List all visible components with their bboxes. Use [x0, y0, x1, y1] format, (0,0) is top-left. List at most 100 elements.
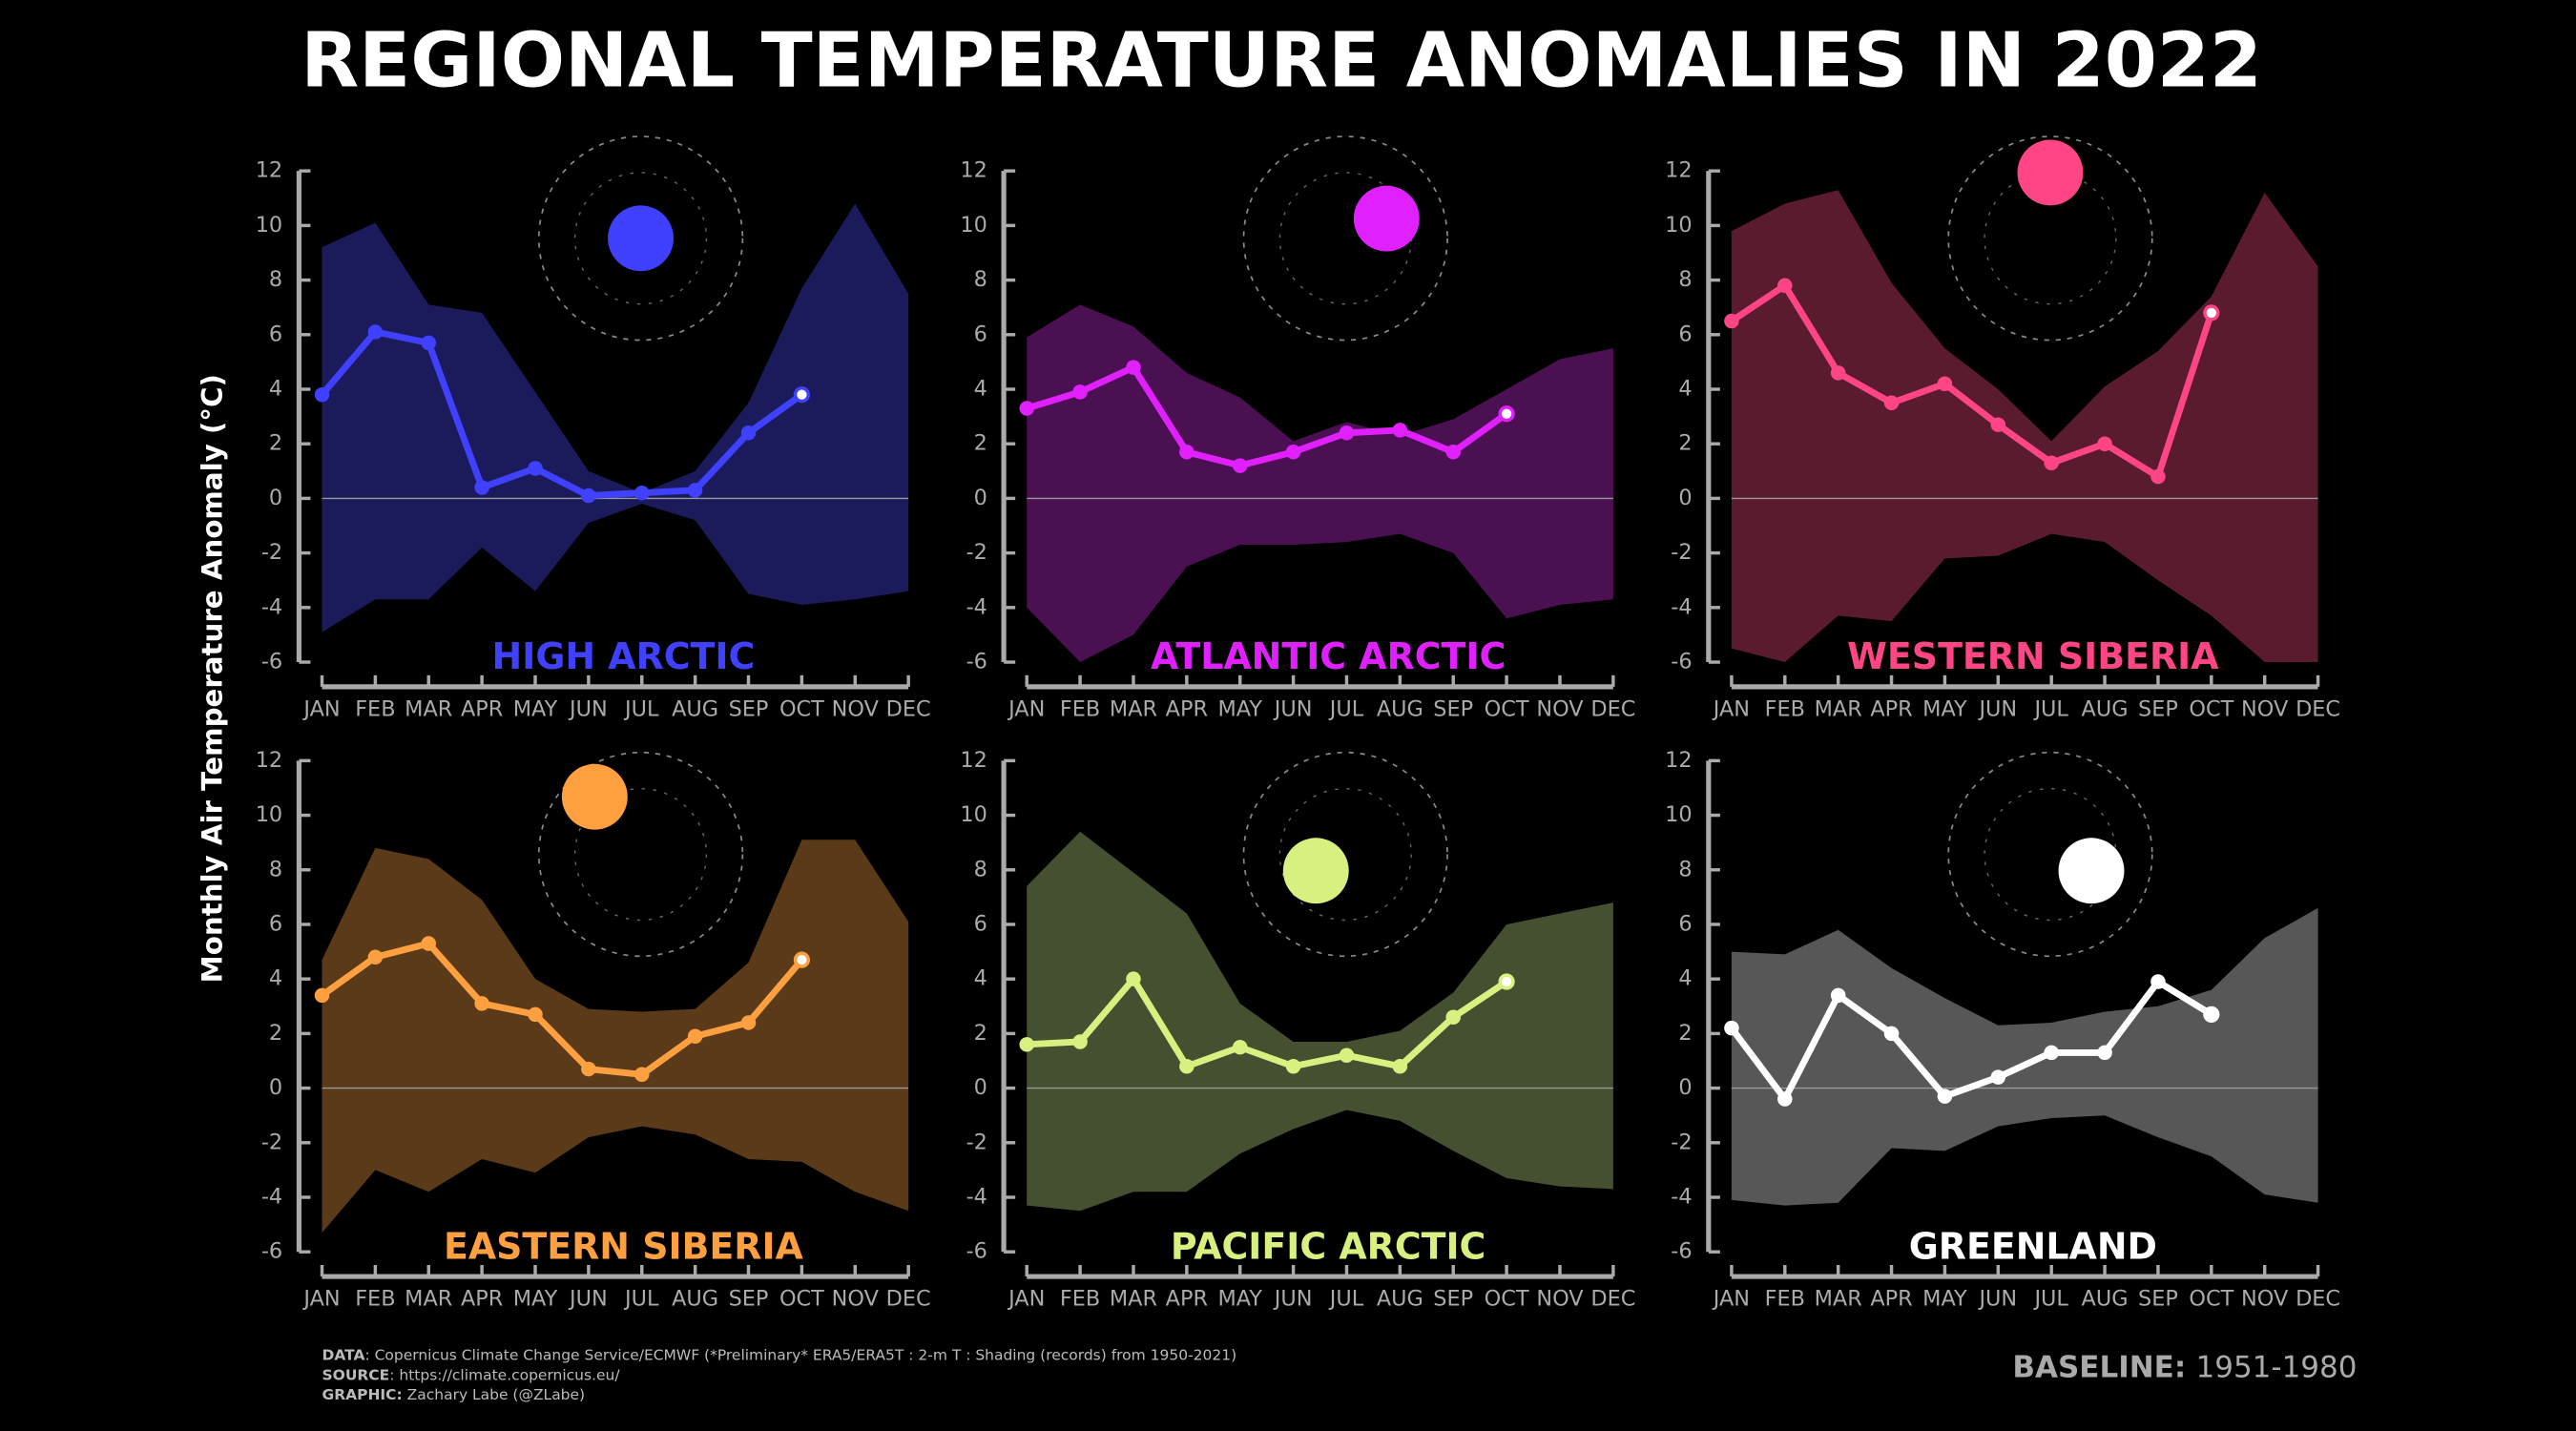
point [1777, 278, 1793, 294]
panel-title: GREENLAND [1909, 1225, 2157, 1267]
x-tick-label: SEP [2138, 1287, 2178, 1312]
x-tick-label: FEB [355, 1287, 395, 1312]
y-tick-label: 10 [256, 213, 282, 238]
record-range [1731, 190, 2318, 663]
y-tick-label: 12 [1665, 748, 1692, 773]
y-tick-label: 0 [269, 1075, 282, 1100]
y-tick-label: 4 [269, 966, 282, 991]
baseline-note: BASELINE: 1951-1980 [2012, 1350, 2357, 1384]
x-tick-label: NOV [2241, 1287, 2289, 1312]
point [474, 480, 489, 495]
y-tick-label: -2 [261, 540, 282, 565]
x-tick-label: FEB [355, 696, 395, 721]
point [793, 951, 811, 968]
x-tick-label: MAR [1110, 696, 1157, 721]
point [1392, 1058, 1408, 1074]
y-tick-label: -2 [1671, 1130, 1692, 1154]
inset-region [2058, 838, 2125, 904]
record-range [1027, 304, 1613, 663]
x-tick-label: SEP [1433, 1287, 1473, 1312]
x-tick-label: MAR [1110, 1287, 1157, 1312]
y-tick-label: 0 [974, 486, 987, 510]
y-tick-label: 8 [269, 267, 282, 292]
x-tick-label: APR [1166, 696, 1208, 721]
y-tick-label: 4 [1678, 377, 1692, 402]
point [1883, 1026, 1900, 1042]
x-tick-label: FEB [1765, 1287, 1805, 1312]
record-range [322, 203, 909, 633]
x-tick-label: JUN [568, 696, 608, 721]
inset-region [608, 205, 674, 272]
y-tick-label: -6 [1671, 1239, 1692, 1264]
x-tick-label: OCT [2189, 696, 2233, 721]
point [1445, 445, 1461, 460]
inset-map-outline [1984, 172, 2117, 305]
point [1072, 1034, 1088, 1049]
x-tick-label: MAY [1922, 1287, 1967, 1312]
x-tick-label: JUL [2032, 1287, 2068, 1312]
record-range [1731, 907, 2318, 1206]
point [528, 461, 543, 476]
x-tick-label: NOV [2241, 696, 2289, 721]
y-tick-label: -6 [261, 1239, 282, 1264]
panel-title: PACIFIC ARCTIC [1171, 1225, 1485, 1267]
y-tick-label: 6 [974, 321, 987, 346]
x-tick-label: FEB [1060, 696, 1100, 721]
y-tick-label: -4 [966, 1185, 987, 1210]
x-tick-label: MAY [1217, 696, 1262, 721]
x-tick-label: DEC [1590, 1287, 1635, 1312]
y-tick-label: 8 [974, 857, 987, 881]
y-tick-label: 8 [974, 267, 987, 292]
point [2203, 304, 2220, 321]
y-tick-label: -4 [261, 594, 282, 619]
y-tick-label: 6 [974, 911, 987, 936]
footer-label: GRAPHIC: [322, 1386, 403, 1403]
point [367, 949, 384, 965]
point [1126, 971, 1141, 986]
inset-region [561, 763, 628, 830]
x-tick-label: APR [461, 1287, 503, 1312]
x-tick-label: SEP [729, 1287, 769, 1312]
y-tick-label: 2 [269, 431, 282, 456]
point [581, 1061, 596, 1077]
point [1724, 1020, 1739, 1036]
x-tick-label: DEC [886, 1287, 931, 1312]
point [1392, 423, 1408, 438]
inset-region [1353, 185, 1420, 252]
x-tick-label: JUL [1328, 696, 1364, 721]
y-tick-label: -6 [966, 1239, 987, 1264]
footer-text: Zachary Labe (@ZLabe) [403, 1386, 585, 1403]
x-tick-label: JUL [1328, 1287, 1364, 1312]
x-tick-label: FEB [1060, 1287, 1100, 1312]
point [1072, 384, 1088, 400]
x-tick-label: AUG [2082, 1287, 2129, 1312]
y-tick-label: -2 [1671, 540, 1692, 565]
y-tick-label: 2 [974, 1021, 987, 1046]
point [634, 1067, 650, 1083]
x-tick-label: OCT [1485, 1287, 1529, 1312]
y-tick-label: 8 [269, 857, 282, 881]
series-line [1730, 281, 2215, 480]
y-tick-label: -4 [1671, 1185, 1692, 1210]
x-tick-label: JAN [301, 696, 340, 721]
point [1179, 445, 1195, 460]
baseline-text: 1951-1980 [2196, 1350, 2358, 1384]
x-tick-label: APR [1870, 1287, 1912, 1312]
point [1126, 360, 1141, 375]
point [314, 386, 330, 403]
x-tick-label: OCT [779, 696, 824, 721]
point [1232, 458, 1248, 473]
x-tick-label: JUL [623, 696, 659, 721]
footer-label: DATA [322, 1346, 365, 1363]
x-tick-label: JAN [1007, 696, 1045, 721]
x-tick-label: OCT [2189, 1287, 2233, 1312]
x-tick-label: JUN [1977, 696, 2017, 721]
x-tick-label: JUL [2032, 696, 2068, 721]
point [1339, 425, 1355, 441]
x-tick-label: NOV [832, 696, 880, 721]
x-tick-label: DEC [1590, 696, 1635, 721]
point [1498, 405, 1515, 423]
y-tick-label: 0 [974, 1075, 987, 1100]
series-line [1729, 978, 2213, 1103]
